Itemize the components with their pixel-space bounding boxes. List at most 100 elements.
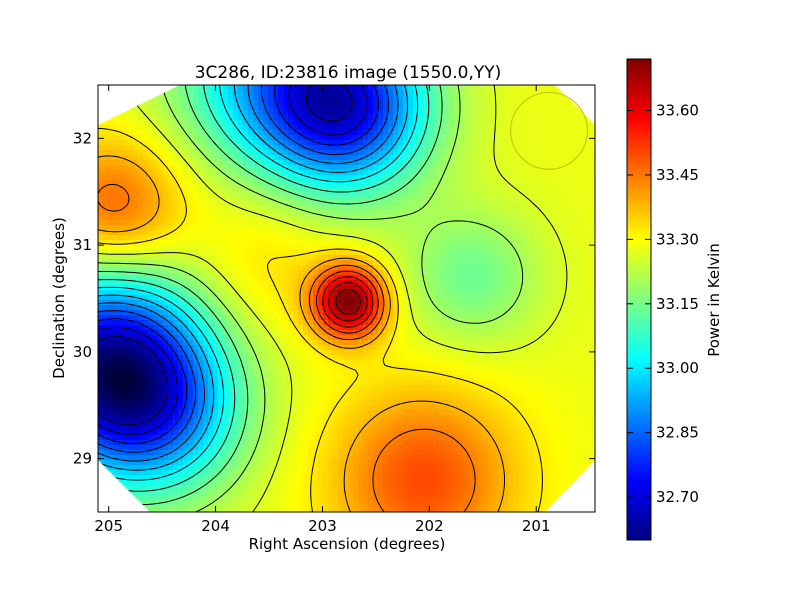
heatmap-cell [438,190,444,196]
chart-title: 3C286, ID:23816 image (1550.0,YY) [195,63,502,83]
heatmap-cell [408,195,414,201]
heatmap-cell [583,245,589,251]
heatmap-cell [213,330,219,336]
heatmap-cell [443,210,449,216]
heatmap-cell [323,90,329,96]
heatmap-cell [453,210,459,216]
heatmap-cell [448,245,454,251]
heatmap-cell [148,295,154,301]
heatmap-cell [123,260,129,266]
heatmap-cell [238,110,244,116]
heatmap-cell [418,305,424,311]
heatmap-cell [198,105,204,111]
heatmap-cell [463,185,469,191]
heatmap-cell [518,120,524,126]
heatmap-cell [108,205,114,211]
heatmap-cell [483,330,489,336]
heatmap-cell [148,230,154,236]
heatmap-cell [143,215,149,221]
heatmap-cell [593,180,595,186]
heatmap-cell [478,330,484,336]
heatmap-cell [203,160,209,166]
heatmap-cell [203,225,209,231]
heatmap-cell [403,315,409,321]
heatmap-cell [103,205,109,211]
heatmap-cell [333,205,339,211]
heatmap-cell [238,150,244,156]
heatmap-cell [573,110,579,116]
heatmap-cell [118,330,124,336]
heatmap-cell [373,145,379,151]
heatmap-cell [203,230,209,236]
heatmap-cell [353,225,359,231]
heatmap-cell [583,85,589,91]
heatmap-cell [518,270,524,276]
heatmap-cell [118,165,124,171]
heatmap-cell [498,195,504,201]
heatmap-cell [568,145,574,151]
heatmap-cell [203,235,209,241]
heatmap-cell [428,255,434,261]
heatmap-cell [453,245,459,251]
heatmap-cell [488,320,494,326]
heatmap-cell [398,260,404,266]
heatmap-cell [398,165,404,171]
heatmap-cell [323,190,329,196]
heatmap-cell [268,245,274,251]
heatmap-cell [398,245,404,251]
heatmap-cell [383,270,389,276]
heatmap-cell [163,285,169,291]
heatmap-cell [148,85,154,91]
heatmap-cell [248,325,254,331]
heatmap-cell [548,245,554,251]
heatmap-cell [113,295,119,301]
heatmap-cell [168,235,174,241]
heatmap-cell [528,135,534,141]
heatmap-cell [138,145,144,151]
heatmap-cell [403,165,409,171]
heatmap-cell [243,240,249,246]
heatmap-cell [528,85,534,91]
heatmap-cell [138,100,144,106]
heatmap-cell [313,120,319,126]
heatmap-cell [143,175,149,181]
heatmap-cell [98,160,104,166]
heatmap-cell [223,180,229,186]
heatmap-cell [313,325,319,331]
heatmap-cell [458,205,464,211]
heatmap-cell [508,115,514,121]
heatmap-cell [143,220,149,226]
heatmap-cell [163,220,169,226]
heatmap-cell [583,210,589,216]
heatmap-cell [568,175,574,181]
heatmap-cell [143,90,149,96]
heatmap-cell [348,175,354,181]
heatmap-cell [568,295,574,301]
heatmap-cell [123,250,129,256]
heatmap-cell [123,130,129,136]
heatmap-cell [313,295,319,301]
heatmap-cell [358,240,364,246]
heatmap-cell [323,225,329,231]
heatmap-cell [288,185,294,191]
heatmap-cell [488,205,494,211]
heatmap-cell [353,95,359,101]
heatmap-cell [188,170,194,176]
heatmap-cell [333,175,339,181]
heatmap-cell [458,135,464,141]
heatmap-cell [533,115,539,121]
heatmap-cell [173,100,179,106]
heatmap-cell [348,305,354,311]
heatmap-cell [338,285,344,291]
heatmap-cell [523,190,529,196]
heatmap-cell [418,220,424,226]
heatmap-cell [493,325,499,331]
heatmap-cell [338,120,344,126]
heatmap-cell [373,200,379,206]
heatmap-cell [573,150,579,156]
heatmap-cell [378,220,384,226]
heatmap-cell [558,125,564,131]
heatmap-cell [393,135,399,141]
heatmap-cell [508,250,514,256]
heatmap-cell [358,95,364,101]
